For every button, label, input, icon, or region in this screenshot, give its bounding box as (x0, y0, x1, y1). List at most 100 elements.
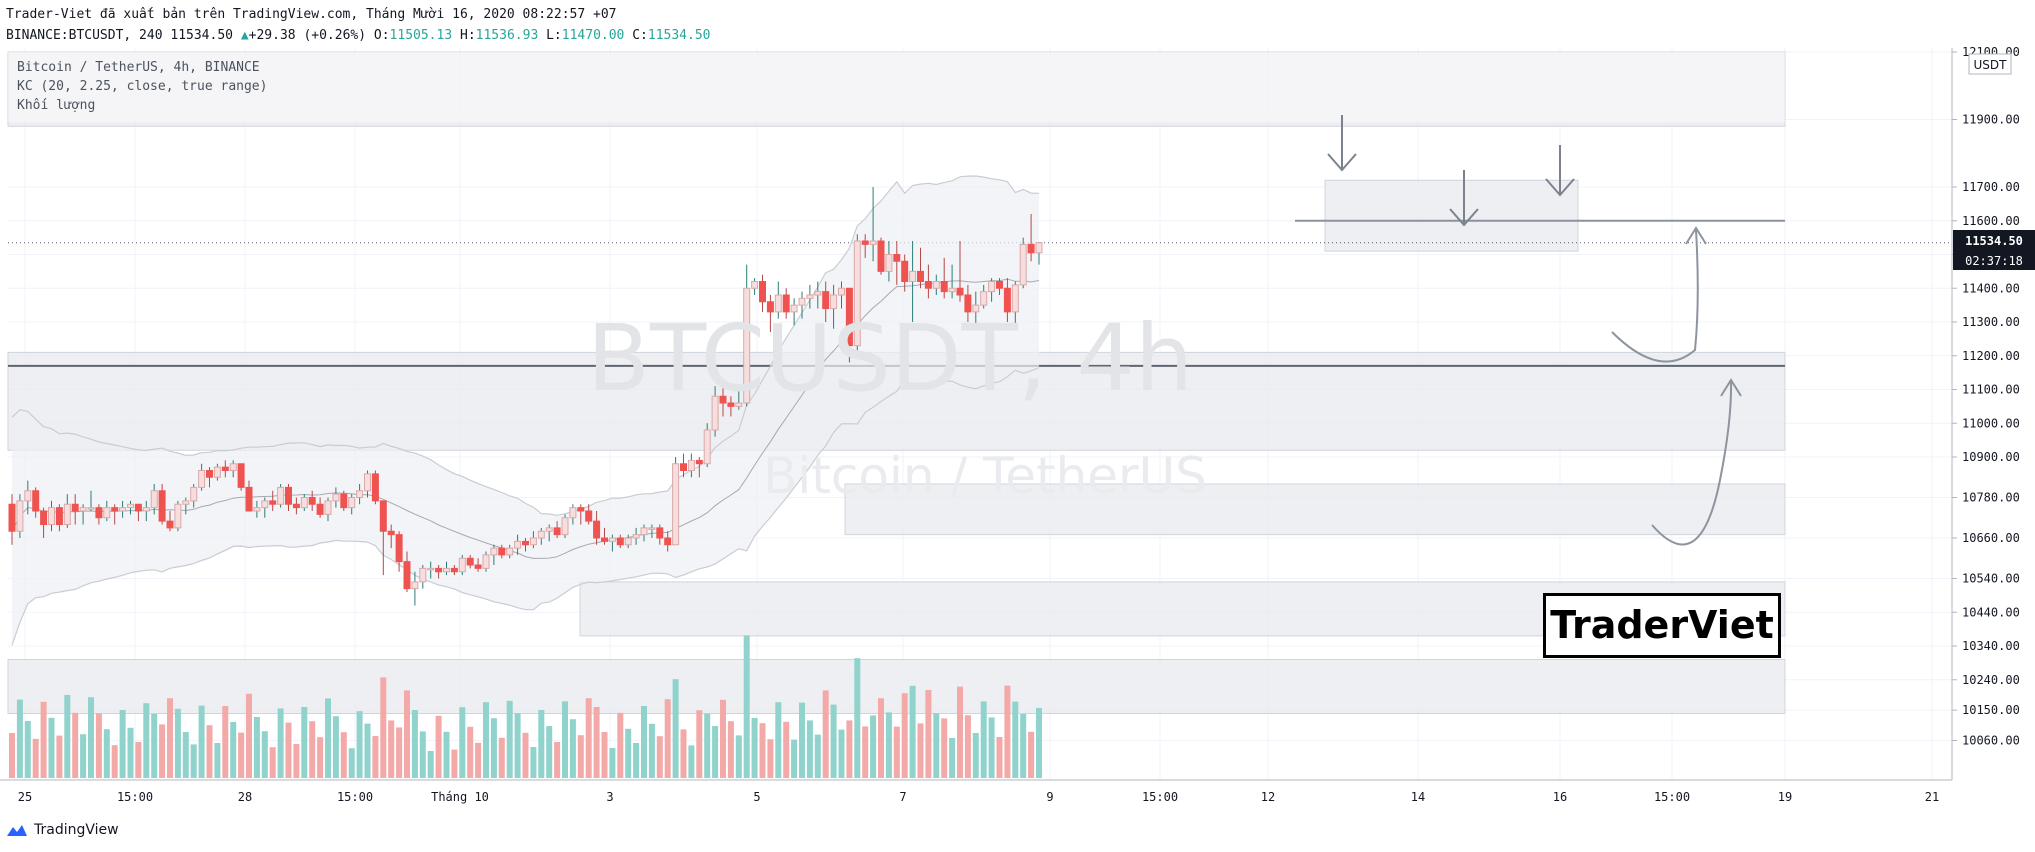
price-axis: 12100.0011900.0011700.0011600.0011500.00… (1951, 45, 2035, 780)
kc-lower (11, 367, 1040, 646)
time-tick-label: Tháng 10 (431, 790, 489, 804)
price-tick-label: 10780.00 (1962, 491, 2020, 505)
candle-body (656, 527, 664, 539)
volume-bar (396, 727, 403, 778)
volume-bar (467, 726, 474, 778)
candle-body (790, 304, 798, 313)
price-tick-label: 11600.00 (1962, 214, 2020, 228)
legend-series[interactable]: Bitcoin / TetherUS, 4h, BINANCE (17, 60, 260, 75)
kc-upper (11, 175, 1040, 516)
candle-body (774, 294, 782, 313)
candle-body (727, 402, 735, 407)
candle-body (545, 527, 553, 532)
volume-bar (253, 717, 260, 778)
time-tick-label: 16 (1553, 790, 1567, 804)
candle-body (893, 254, 901, 262)
candle-body (680, 463, 687, 471)
volume-bar (159, 724, 166, 778)
candle-body (292, 503, 300, 509)
candle-body (695, 459, 703, 465)
volume-bar (498, 737, 505, 778)
candle-body (435, 567, 443, 573)
volume-bar (301, 707, 308, 778)
volume-bar (151, 713, 158, 778)
volume-bar (214, 743, 221, 778)
candle-body (87, 507, 95, 510)
volume-bar (609, 748, 616, 778)
candle-body (403, 561, 411, 590)
watermark-name: Bitcoin / TetherUS (763, 447, 1207, 505)
time-tick-label: 28 (238, 790, 252, 804)
volume-bar (775, 702, 782, 778)
volume-bar (530, 747, 537, 778)
volume-bar (340, 732, 347, 778)
price-tick-label: 10440.00 (1962, 605, 2020, 619)
candle-body (269, 500, 277, 505)
time-tick-label: 15:00 (117, 790, 153, 804)
volume-bar (727, 721, 734, 778)
currency-label-text: USDT (1974, 58, 2008, 72)
candle-body (932, 281, 940, 289)
currency-label[interactable]: USDT (1968, 53, 2012, 75)
volume-bar (40, 701, 47, 778)
last-price-label: 11534.50 (1965, 234, 2023, 248)
candle-body (285, 486, 292, 505)
candle-body (853, 240, 861, 347)
candle-body (498, 547, 506, 556)
candle-body (909, 270, 917, 282)
candle-body (277, 486, 285, 505)
volume-bar (1004, 685, 1011, 778)
volume-bar (483, 702, 489, 778)
volume-bar (617, 712, 624, 778)
volume-bar (641, 706, 647, 778)
candle-body (577, 507, 585, 512)
volume-bar (103, 729, 110, 778)
volume-bar (1028, 731, 1035, 778)
candle-body (972, 304, 980, 313)
candle-body (522, 540, 529, 546)
volume-bar (325, 698, 331, 778)
volume-bar (893, 726, 900, 778)
watermark-symbol: BTCUSDT, 4h (587, 305, 1193, 412)
open-value: 11505.13 (389, 28, 453, 43)
candle-body (632, 534, 640, 539)
time-tick-label: 25 (18, 790, 32, 804)
legend-kc[interactable]: KC (20, 2.25, close, true range) (17, 79, 268, 94)
up-arrow-icon: ▲ (240, 28, 249, 43)
candle-body (719, 395, 727, 404)
candle-body (261, 500, 269, 509)
volume-bar (972, 733, 979, 778)
candle-body (798, 297, 806, 306)
candle-body (24, 490, 32, 502)
volume-bar (1036, 707, 1042, 778)
candle-body (16, 500, 24, 532)
candle-body (514, 540, 522, 549)
volume-bar (16, 699, 23, 778)
volume-bar (64, 695, 71, 778)
volume-bar (230, 722, 237, 778)
volume-bar (56, 735, 63, 778)
volume-bar (419, 731, 426, 778)
price-tick-label: 10340.00 (1962, 639, 2020, 653)
volume-bar (909, 685, 916, 778)
footer[interactable]: TradingView (6, 822, 119, 838)
volume-bar (593, 707, 600, 778)
volume-bar (356, 711, 363, 778)
volume-bar (222, 706, 229, 778)
volume-bar (372, 736, 379, 778)
candle-body (395, 534, 403, 563)
candle-body (901, 260, 909, 282)
low-value: 11470.00 (561, 28, 625, 43)
candle-body (672, 463, 680, 546)
indicator-legend[interactable]: Bitcoin / TetherUS, 4h, BINANCE KC (20, … (17, 58, 267, 115)
volume-bar (854, 658, 861, 778)
time-tick-label: 15:00 (1142, 790, 1178, 804)
volume-bar (167, 698, 173, 778)
price-zone (1324, 179, 1579, 252)
legend-volume[interactable]: Khối lượng (17, 98, 96, 113)
candle-body (601, 537, 608, 542)
volume-bar (435, 715, 442, 778)
candle-body (569, 507, 577, 519)
candle-body (55, 507, 63, 525)
